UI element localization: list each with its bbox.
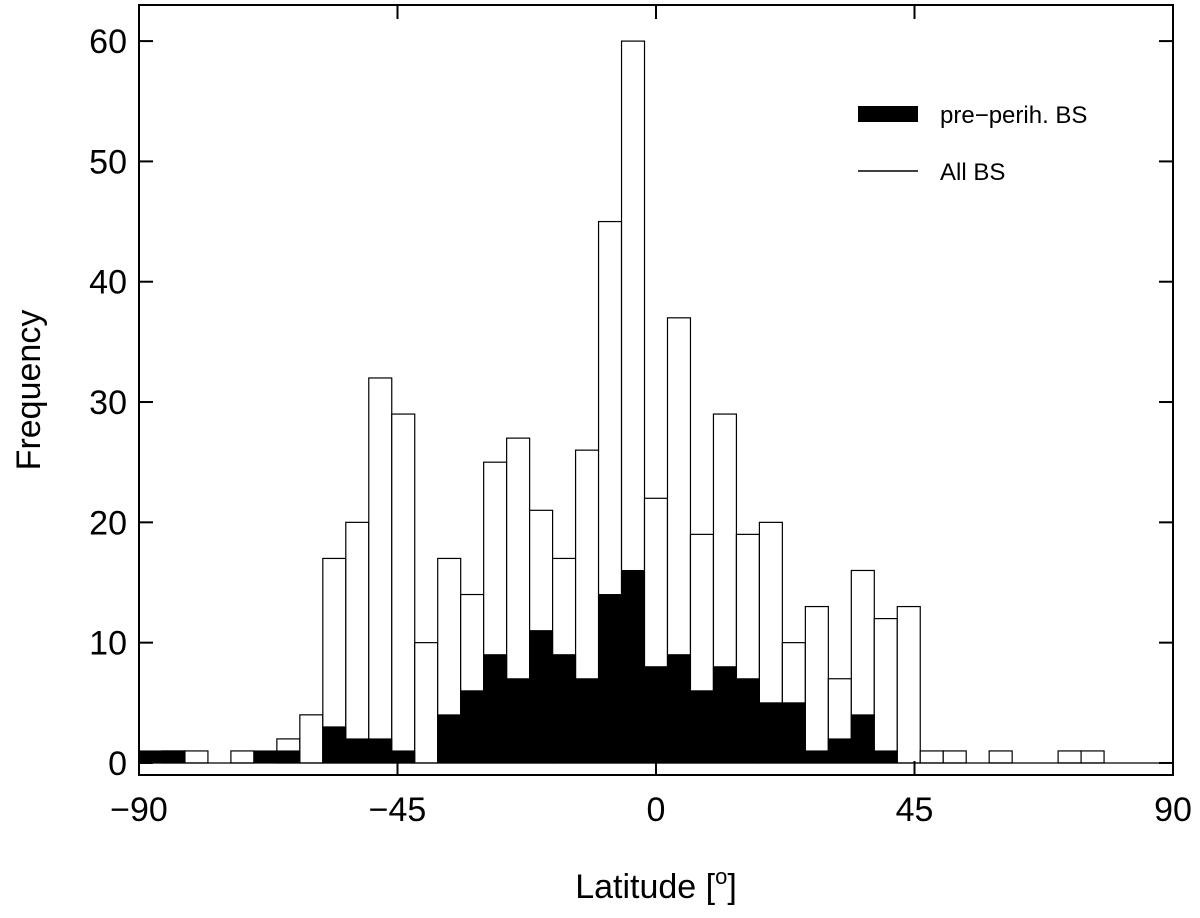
bar-pre-perih-bs [161,750,186,764]
bar-pre-perih-bs [666,654,691,764]
bar-all-bs [896,605,921,764]
bar-pre-perih-bs [529,630,554,764]
legend: pre−perih. BS All BS [858,102,1087,186]
bar-all-bs [942,750,967,764]
x-axis-label-suffix: ] [727,868,736,906]
bar-pre-perih-bs [873,750,898,764]
pre-perih-bs-bars [138,569,898,764]
legend-label-pre-perih: pre−perih. BS [940,102,1087,129]
all-bs-bars [139,40,1173,764]
x-axis-label-main: Latitude [ [575,868,715,906]
bar-all-bs [414,642,439,764]
x-axis-label-degree: o [715,864,727,889]
bar-all-bs [391,413,416,764]
bar-all-bs [230,750,255,764]
bar-all-bs [368,377,393,764]
x-axis-label: Latitude [o] [575,864,737,906]
bar-pre-perih-bs [575,678,600,764]
bar-pre-perih-bs [644,666,668,764]
bar-pre-perih-bs [552,654,577,764]
bar-pre-perih-bs [368,738,393,764]
bar-pre-perih-bs [506,678,531,764]
bar-all-bs [873,617,898,764]
legend-swatch-pre-perih [858,106,918,122]
y-tick-label: 0 [108,745,127,783]
axis-ticks [138,5,1174,775]
bar-pre-perih-bs [712,666,737,764]
x-tick-label: 45 [896,791,934,829]
bar-pre-perih-bs [689,690,714,764]
y-tick-label: 40 [89,264,127,302]
axis-tick-labels: −90 −45 0 45 90 0 10 20 30 40 50 60 [89,23,1192,829]
x-tick-label: 0 [647,791,666,829]
legend-label-all-bs: All BS [940,159,1005,186]
bar-pre-perih-bs [483,654,508,764]
bar-pre-perih-bs [322,726,347,764]
y-tick-label: 20 [89,504,127,542]
bar-all-bs [1080,750,1105,764]
bar-all-bs [345,521,370,764]
bar-pre-perih-bs [735,678,760,764]
x-tick-label: −45 [369,791,427,829]
bar-all-bs [184,750,209,764]
bar-pre-perih-bs [827,738,852,764]
bar-pre-perih-bs [391,750,416,764]
bar-pre-perih-bs [345,738,370,764]
bar-pre-perih-bs [437,714,462,764]
bar-pre-perih-bs [621,569,646,764]
y-tick-label: 10 [89,625,127,663]
x-tick-label: −90 [110,791,168,829]
bar-pre-perih-bs [460,690,485,764]
bar-pre-perih-bs [804,750,829,764]
bar-pre-perih-bs [758,702,783,764]
bar-all-bs [1057,750,1082,764]
bar-pre-perih-bs [781,702,806,764]
bar-pre-perih-bs [850,714,875,764]
bar-all-bs [988,750,1013,764]
bar-pre-perih-bs [138,750,163,764]
bar-all-bs [299,714,324,764]
bar-pre-perih-bs [276,750,301,764]
y-axis-label: Frequency [10,310,48,471]
y-tick-label: 50 [89,143,127,181]
bar-pre-perih-bs [598,594,623,764]
x-tick-label: 90 [1154,791,1192,829]
bar-all-bs [804,605,829,764]
y-tick-label: 30 [89,384,127,422]
bar-all-bs [919,750,944,764]
bar-pre-perih-bs [253,750,278,764]
y-tick-label: 60 [89,23,127,61]
